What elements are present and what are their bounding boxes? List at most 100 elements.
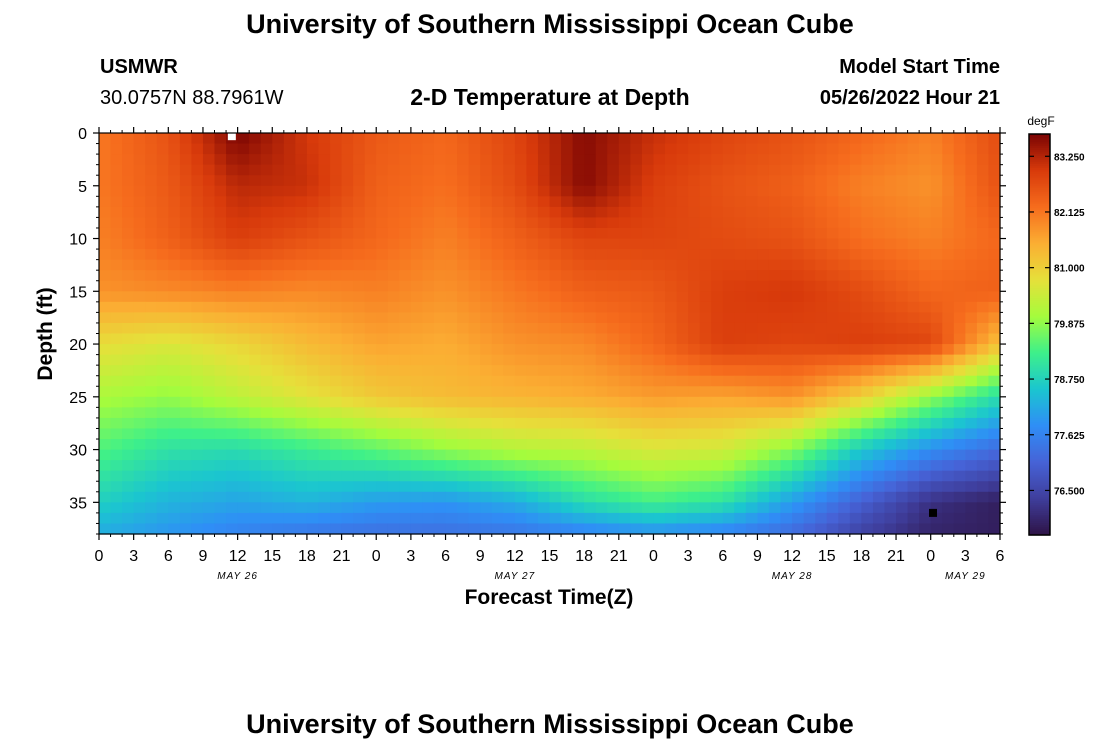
heatmap-cell bbox=[607, 396, 620, 408]
heatmap-cell bbox=[896, 154, 909, 166]
heatmap-cell bbox=[630, 185, 643, 197]
heatmap-cell bbox=[283, 249, 296, 261]
heatmap-cell bbox=[699, 280, 712, 292]
colorbar-band bbox=[1029, 166, 1050, 169]
heatmap-cell bbox=[884, 396, 897, 408]
heatmap-cell bbox=[607, 407, 620, 419]
heatmap-cell bbox=[549, 481, 562, 493]
heatmap-cell bbox=[653, 470, 666, 482]
heatmap-cell bbox=[699, 249, 712, 261]
heatmap-cell bbox=[410, 280, 424, 292]
colorbar-band bbox=[1029, 358, 1050, 362]
heatmap-cell bbox=[480, 439, 493, 451]
heatmap-cell bbox=[630, 491, 643, 503]
colorbar-band bbox=[1029, 516, 1050, 520]
colorbar-band bbox=[1029, 156, 1050, 159]
heatmap-cell bbox=[480, 375, 493, 387]
heatmap-cell bbox=[976, 354, 990, 366]
heatmap-cell bbox=[110, 227, 123, 240]
colorbar-band bbox=[1029, 172, 1050, 175]
heatmap-cell bbox=[826, 365, 839, 377]
heatmap-cell bbox=[849, 270, 862, 282]
heatmap-cell bbox=[792, 227, 805, 240]
heatmap-cell bbox=[457, 154, 470, 166]
heatmap-cell bbox=[491, 301, 504, 313]
heatmap-cell bbox=[445, 196, 458, 208]
heatmap-cell bbox=[745, 301, 759, 313]
colorbar-band bbox=[1029, 354, 1050, 358]
heatmap-cell bbox=[353, 259, 366, 271]
heatmap-cell bbox=[815, 238, 828, 250]
heatmap-cell bbox=[306, 249, 320, 261]
heatmap-cell bbox=[745, 407, 759, 419]
heatmap-cell bbox=[272, 375, 285, 387]
heatmap-cell bbox=[757, 164, 770, 176]
heatmap-cell bbox=[976, 407, 990, 419]
heatmap-cell bbox=[514, 439, 527, 451]
heatmap-cell bbox=[191, 354, 204, 366]
heatmap-cell bbox=[330, 164, 343, 176]
heatmap-cell bbox=[156, 439, 169, 451]
heatmap-cell bbox=[595, 439, 608, 451]
heatmap-cell bbox=[653, 523, 666, 535]
heatmap-cell bbox=[364, 227, 377, 240]
heatmap-cell bbox=[306, 333, 320, 345]
heatmap-cell bbox=[272, 523, 285, 535]
heatmap-cell bbox=[803, 470, 816, 482]
heatmap-cell bbox=[803, 227, 816, 240]
heatmap-cell bbox=[930, 270, 943, 282]
heatmap-cell bbox=[561, 312, 574, 324]
colorbar-band bbox=[1029, 338, 1050, 342]
heatmap-cell bbox=[480, 333, 493, 345]
heatmap-cell bbox=[156, 502, 169, 514]
heatmap-cell bbox=[364, 301, 377, 313]
colorbar-band bbox=[1029, 494, 1050, 498]
heatmap-cell bbox=[526, 133, 539, 145]
heatmap-cell bbox=[537, 386, 551, 398]
colorbar-band bbox=[1029, 262, 1050, 265]
heatmap-cell bbox=[988, 217, 1001, 229]
heatmap-cell bbox=[272, 249, 285, 261]
heatmap-cell bbox=[295, 291, 308, 303]
heatmap-cell bbox=[295, 322, 308, 335]
heatmap-cell bbox=[433, 460, 447, 472]
heatmap-cell bbox=[387, 365, 400, 377]
heatmap-cell bbox=[768, 417, 782, 430]
heatmap-cell bbox=[179, 322, 193, 335]
colorbar-band bbox=[1029, 242, 1050, 245]
heatmap-cell bbox=[861, 460, 874, 472]
heatmap-cell bbox=[676, 354, 689, 366]
heatmap-cell bbox=[457, 407, 470, 419]
heatmap-cell bbox=[641, 185, 655, 197]
heatmap-cell bbox=[549, 470, 562, 482]
heatmap-cell bbox=[907, 365, 920, 377]
heatmap-cell bbox=[330, 238, 343, 250]
heatmap-cell bbox=[653, 386, 666, 398]
heatmap-cell bbox=[584, 439, 597, 451]
colorbar-band bbox=[1029, 520, 1050, 524]
heatmap-cell bbox=[283, 175, 296, 187]
heatmap-cell bbox=[491, 238, 504, 250]
heatmap-cell bbox=[133, 460, 146, 472]
colorbar-band bbox=[1029, 452, 1050, 456]
heatmap-cell bbox=[156, 217, 169, 229]
heatmap-cell bbox=[942, 206, 955, 219]
heatmap-cell bbox=[272, 333, 285, 345]
heatmap-cell bbox=[942, 375, 955, 387]
colorbar-band bbox=[1029, 266, 1050, 269]
heatmap-cell bbox=[191, 154, 204, 166]
heatmap-cell bbox=[930, 185, 943, 197]
model-start-label: Model Start Time bbox=[839, 56, 1000, 78]
colorbar-band bbox=[1029, 154, 1050, 157]
heatmap-cell bbox=[433, 344, 447, 356]
heatmap-cell bbox=[803, 259, 816, 271]
heatmap-cell bbox=[861, 354, 874, 366]
heatmap-cell bbox=[561, 375, 574, 387]
heatmap-cell bbox=[872, 470, 886, 482]
heatmap-cell bbox=[699, 301, 712, 313]
colorbar-band bbox=[1029, 216, 1050, 219]
heatmap-cell bbox=[283, 238, 296, 250]
heatmap-cell bbox=[237, 396, 250, 408]
heatmap-cell bbox=[295, 270, 308, 282]
heatmap-cell bbox=[549, 227, 562, 240]
